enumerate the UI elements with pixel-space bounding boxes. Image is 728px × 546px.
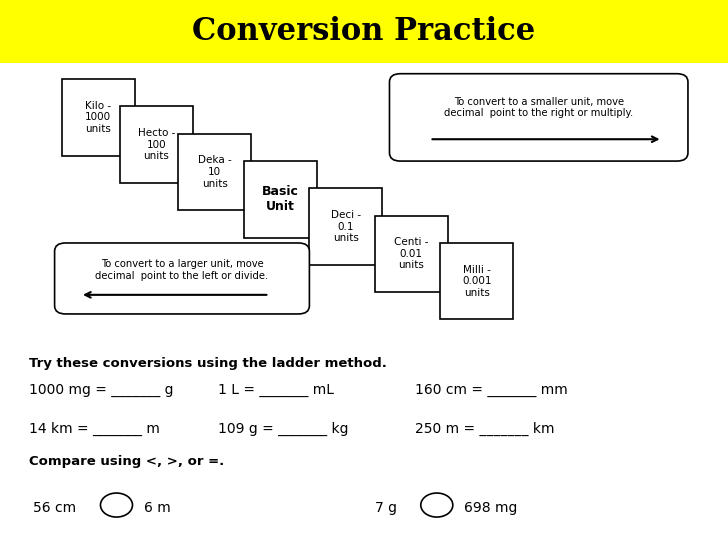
FancyBboxPatch shape — [120, 106, 193, 183]
Text: Kilo -
1000
units: Kilo - 1000 units — [85, 101, 111, 134]
FancyBboxPatch shape — [244, 161, 317, 238]
Text: 7 g: 7 g — [375, 501, 397, 515]
Text: Milli -
0.001
units: Milli - 0.001 units — [462, 265, 491, 298]
Text: 56 cm: 56 cm — [33, 501, 76, 515]
Text: 698 mg: 698 mg — [464, 501, 518, 515]
Text: 1 L = _______ mL: 1 L = _______ mL — [218, 383, 334, 397]
FancyBboxPatch shape — [389, 74, 688, 161]
Text: Conversion Practice: Conversion Practice — [192, 16, 536, 47]
Text: To convert to a smaller unit, move
decimal  point to the right or multiply.: To convert to a smaller unit, move decim… — [444, 97, 633, 118]
Text: To convert to a larger unit, move
decimal  point to the left or divide.: To convert to a larger unit, move decima… — [95, 259, 269, 281]
FancyBboxPatch shape — [0, 0, 728, 63]
Text: Try these conversions using the ladder method.: Try these conversions using the ladder m… — [29, 357, 387, 370]
FancyBboxPatch shape — [375, 216, 448, 292]
FancyBboxPatch shape — [440, 243, 513, 319]
Text: Compare using <, >, or =.: Compare using <, >, or =. — [29, 455, 224, 468]
Text: 160 cm = _______ mm: 160 cm = _______ mm — [415, 383, 568, 397]
Text: 14 km = _______ m: 14 km = _______ m — [29, 422, 160, 436]
Text: 1000 mg = _______ g: 1000 mg = _______ g — [29, 383, 173, 397]
FancyBboxPatch shape — [309, 188, 382, 265]
Text: 6 m: 6 m — [144, 501, 171, 515]
Text: Hecto -
100
units: Hecto - 100 units — [138, 128, 175, 161]
FancyBboxPatch shape — [62, 79, 135, 156]
Text: Basic
Unit: Basic Unit — [262, 185, 298, 213]
Text: Deka -
10
units: Deka - 10 units — [198, 156, 232, 188]
Text: Deci -
0.1
units: Deci - 0.1 units — [331, 210, 361, 243]
Text: 250 m = _______ km: 250 m = _______ km — [415, 422, 555, 436]
FancyBboxPatch shape — [178, 134, 251, 210]
Text: Centi -
0.01
units: Centi - 0.01 units — [394, 238, 429, 270]
FancyBboxPatch shape — [55, 243, 309, 314]
Text: 109 g = _______ kg: 109 g = _______ kg — [218, 422, 349, 436]
